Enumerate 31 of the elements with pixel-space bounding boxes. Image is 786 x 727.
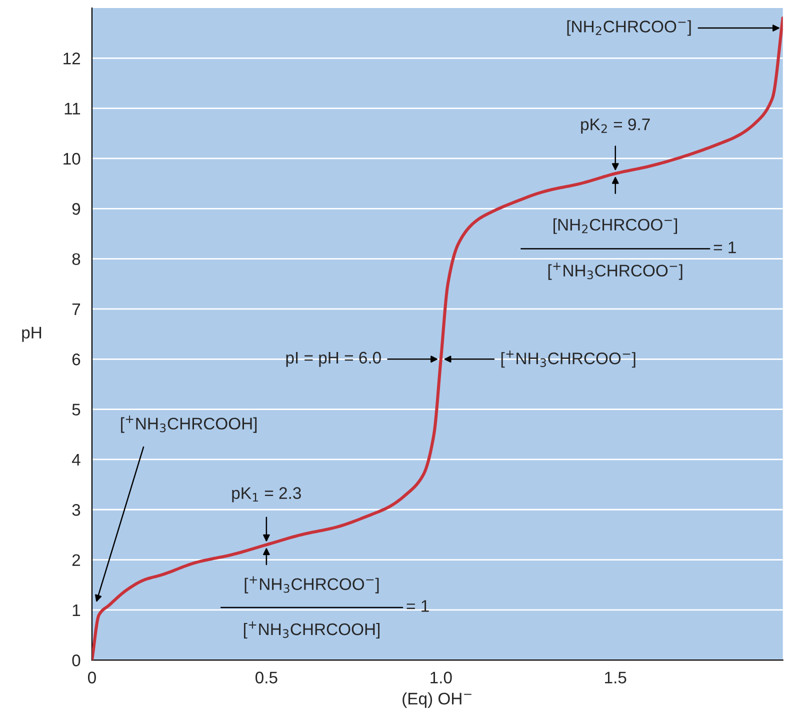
x-tick-label: 0.5 [256,672,278,684]
annotation: [$^{+}$NH$_{3}$CHRCOO$^{−}$] [501,350,636,368]
annotation: [$^{+}$NH$_{3}$CHRCOO$^{−}$] [548,262,682,280]
y-tick-label: 12 [64,52,80,64]
y-tick-label: 5 [72,404,80,416]
x-tick-label: 1.0 [430,672,452,684]
y-tick-label: 10 [64,152,80,165]
annotation: [NH$_{2}$CHRCOO$^{−}$] [567,20,691,36]
annotation: pK$_{2}$ = 9.7 [581,118,650,134]
y-tick-label: 7 [72,304,80,316]
annotation: pI = pH = 6.0 [286,352,381,367]
annotation: = 1 [406,600,429,612]
x-tick-label: 1.5 [605,672,626,684]
y-tick-label: 6 [72,354,80,366]
y-tick-label: 3 [72,504,80,516]
y-tick-label: 9 [72,203,80,215]
y-tick-label: 8 [72,253,80,266]
annotation: [NH$_{2}$CHRCOO$^{−}$] [554,218,678,234]
y-axis-title: pH [22,326,42,342]
x-axis-title: (Eq) OH$^{−}$ [402,692,472,708]
y-tick-label: 11 [64,102,80,114]
y-tick-label: 2 [72,554,80,566]
annotation: [$^{+}$NH$_{3}$CHRCOOH] [244,621,380,639]
annotation: pK$_{1}$ = 2.3 [232,487,301,502]
y-tick-label: 4 [72,454,80,466]
y-tick-label: 0 [72,654,80,666]
annotation: [$^{+}$NH$_{3}$CHRCOO$^{−}$] [244,576,379,594]
x-tick-label: 0 [88,672,96,684]
annotation: = 1 [714,242,736,254]
annotation: [$^{+}$NH$_{3}$CHRCOOH] [121,416,257,433]
y-tick-label: 1 [72,604,80,616]
